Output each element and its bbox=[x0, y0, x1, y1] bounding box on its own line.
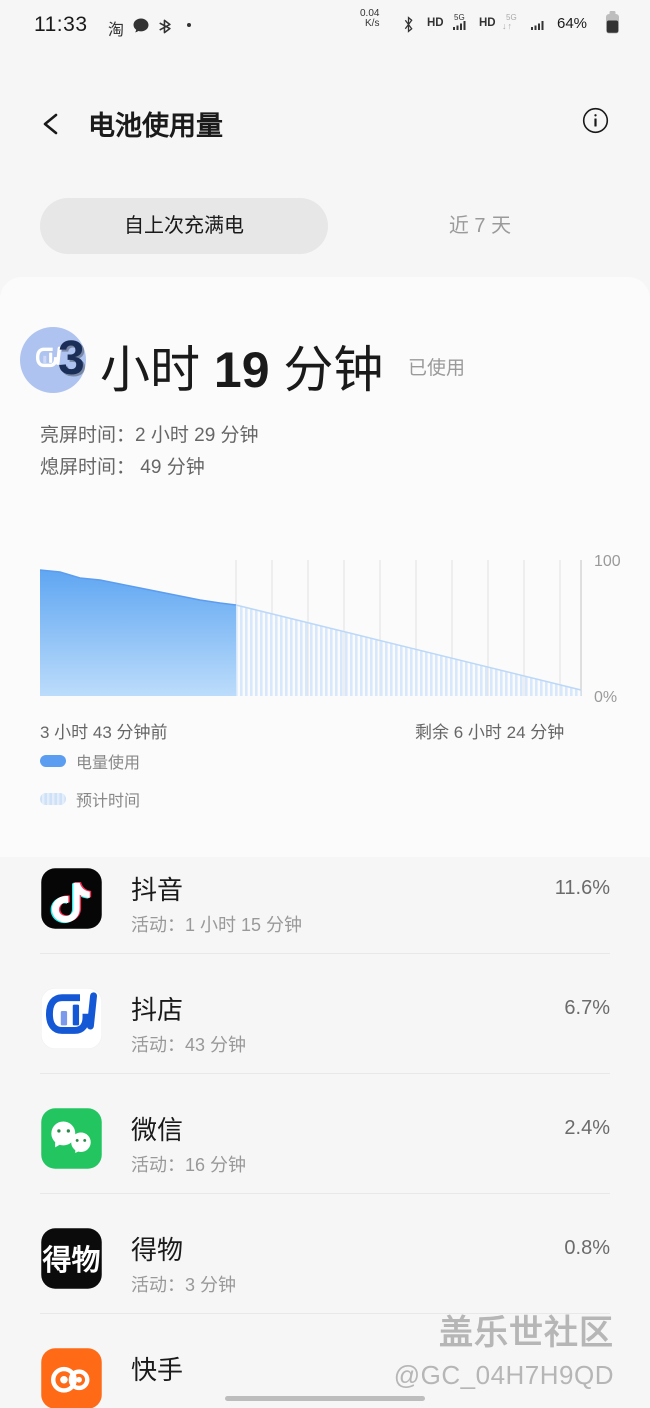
svg-text:得物: 得物 bbox=[42, 1244, 101, 1277]
svg-text:100: 100 bbox=[594, 553, 621, 570]
svg-text:0%: 0% bbox=[594, 689, 617, 706]
